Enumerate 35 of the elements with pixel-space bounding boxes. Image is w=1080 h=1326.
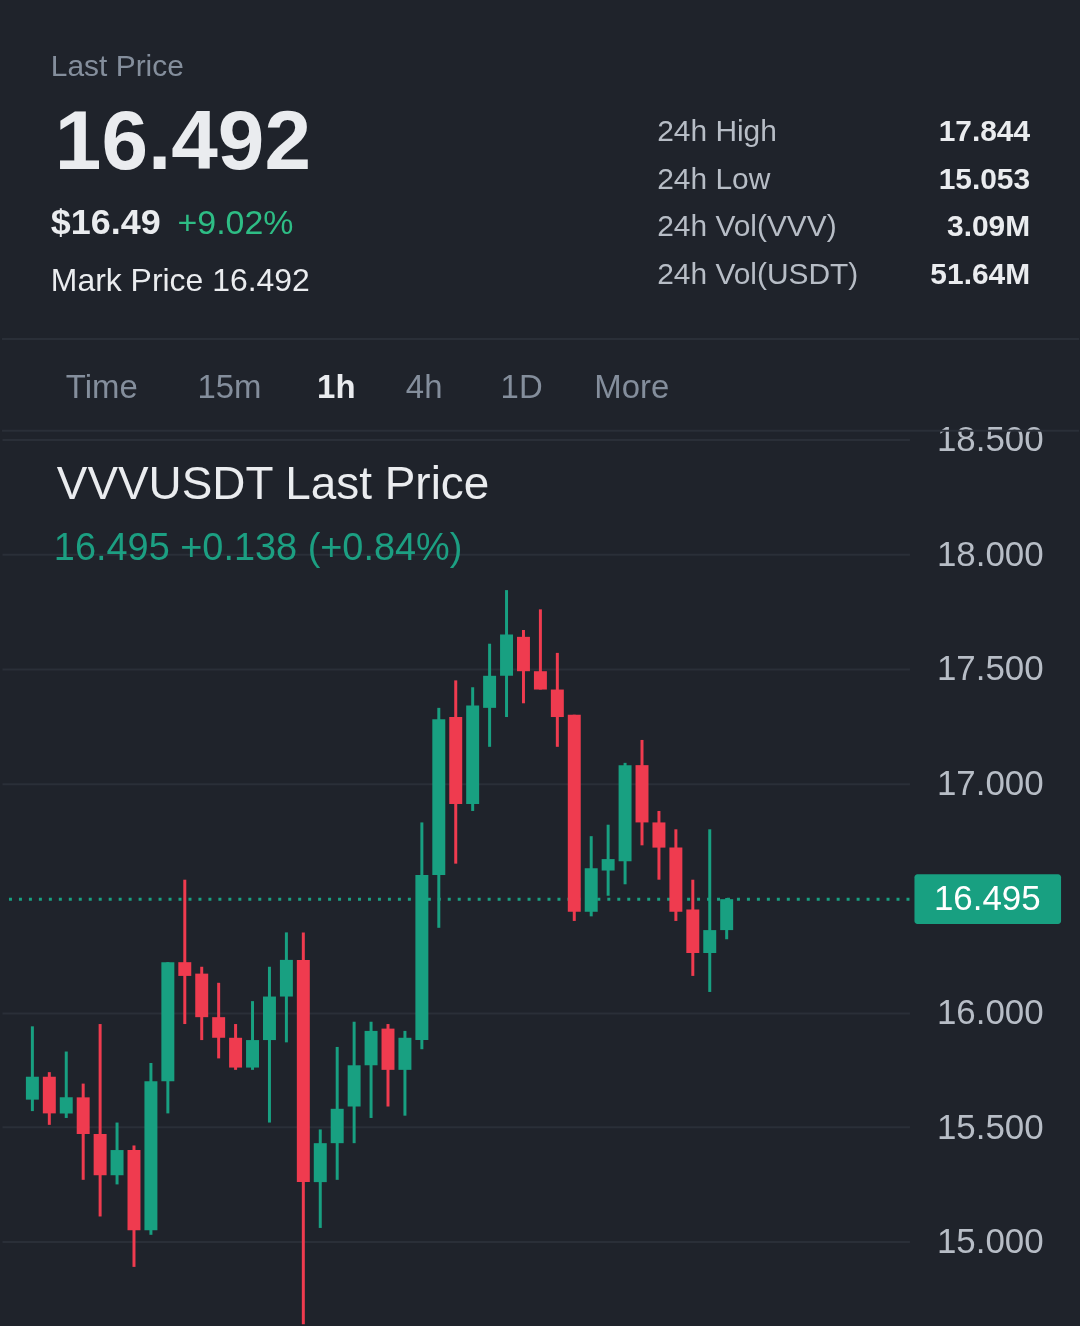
candlestick <box>601 823 615 898</box>
y-tick-label: 17.000 <box>936 762 1044 802</box>
text: +9.02% <box>177 203 294 242</box>
text: 24h Vol(VVV) <box>657 209 837 243</box>
candlestick <box>533 607 547 692</box>
text: 15.053 <box>938 162 1031 196</box>
candlestick <box>59 1050 73 1120</box>
text: 24h Vol(USDT) <box>657 257 859 291</box>
y-tick-label: 18.000 <box>936 533 1044 573</box>
y-tick-label: 17.500 <box>936 648 1044 688</box>
text: 1h <box>317 367 356 405</box>
y-tick-label: 15.500 <box>936 1106 1044 1146</box>
text: 24h Low <box>657 162 771 196</box>
candlestick <box>25 1024 39 1113</box>
text: Mark Price 16.492 <box>50 262 310 299</box>
text: 24h High <box>657 114 777 148</box>
candlestick <box>178 878 192 1026</box>
text: 1D <box>500 367 543 405</box>
text: $16.49 <box>50 202 161 243</box>
y-tick-label: 15.000 <box>936 1221 1044 1261</box>
text: 15m <box>197 367 262 405</box>
text: 3.09M <box>947 209 1031 243</box>
text: 17.844 <box>938 114 1031 148</box>
text: 16.495 +0.138 (+0.84%) <box>53 526 463 569</box>
text: 4h <box>405 367 443 405</box>
ref-line-label: 16.495 <box>933 878 1041 918</box>
y-tick-label: 16.000 <box>936 992 1044 1032</box>
text: Last Price <box>50 48 184 82</box>
y-tick-label: 18.500 <box>936 419 1044 459</box>
text: More <box>594 367 670 405</box>
candlestick <box>212 981 226 1060</box>
text: Time <box>65 367 138 405</box>
text: 51.64M <box>930 257 1031 291</box>
text: VVVUSDT Last Price <box>56 457 490 510</box>
text: 16.492 <box>54 93 312 188</box>
